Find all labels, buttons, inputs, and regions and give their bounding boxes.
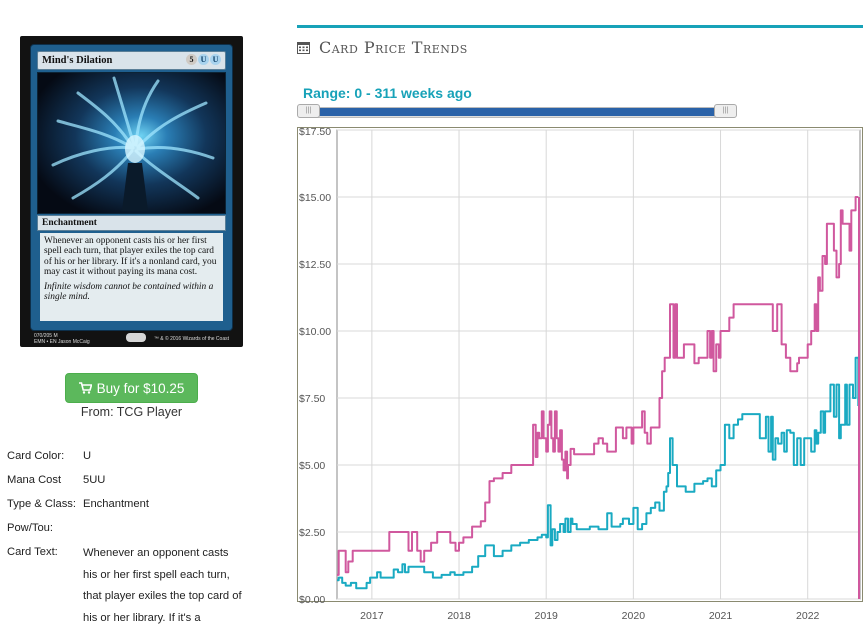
price-series-line-pink [337, 196, 859, 576]
holofoil-stamp [126, 333, 146, 342]
section-divider [297, 25, 863, 28]
y-tick-label: $10.00 [299, 326, 331, 338]
info-key: Pow/Tou: [7, 522, 54, 534]
y-tick-label: $2.50 [299, 527, 325, 539]
info-key: Card Text: [7, 546, 58, 558]
info-card-text-line: his or her first spell each turn, [83, 568, 230, 581]
card-artist: Jason McCaig [57, 339, 90, 345]
section-title-text: Card Price Trends [319, 38, 468, 57]
plot-area [336, 129, 861, 600]
card-art [37, 72, 226, 214]
y-tick-label: $17.50 [299, 127, 331, 138]
card-type-line: Enchantment [37, 215, 226, 231]
price-chart-svg: $0.00 $2.50 $5.00 $7.50 $10.00 $12.50 $15.00 $1… [297, 127, 863, 622]
card-textbox: Whenever an opponent casts his or her fi… [40, 233, 223, 321]
card-image: Mind's Dilation 5 U U [20, 36, 243, 347]
cart-icon [78, 375, 93, 405]
info-card-text-line: Whenever an opponent casts [83, 547, 229, 559]
info-value: U [83, 450, 92, 462]
x-tick-label: 2021 [709, 610, 733, 622]
info-value: Enchantment [83, 498, 149, 510]
card-frame: Mind's Dilation 5 U U [30, 44, 233, 331]
buy-button[interactable]: Buy for $10.25 [65, 373, 198, 403]
y-tick-label: $0.00 [299, 594, 325, 606]
card-collector-number: 070/205 M [34, 333, 58, 339]
card-mana-cost: 5 U U [186, 54, 221, 65]
info-key: Type & Class: [7, 498, 77, 510]
calendar-icon [297, 39, 310, 58]
info-card-text-line: his or her library. If it's a [83, 611, 201, 624]
card-rules-text: Whenever an opponent casts his or her fi… [44, 236, 217, 278]
info-key: Mana Cost [7, 474, 62, 486]
x-tick-label: 2022 [796, 610, 820, 622]
range-label: Range: 0 - 311 weeks ago [303, 85, 472, 101]
card-name-text: Mind's Dilation [42, 55, 113, 66]
x-tick-label: 2019 [535, 610, 559, 622]
card-flavor-text: Infinite wisdom cannot be contained with… [44, 281, 214, 303]
y-tick-label: $12.50 [299, 259, 331, 271]
y-tick-label: $5.00 [299, 460, 325, 472]
range-slider-handle-right[interactable]: ||| [714, 104, 737, 118]
range-slider[interactable]: ||| ||| [297, 104, 737, 119]
price-chart: $0.00 $2.50 $5.00 $7.50 $10.00 $12.50 $15.00 $1… [297, 127, 863, 631]
mana-symbol-blue: U [210, 54, 221, 65]
mana-symbol-generic: 5 [186, 54, 197, 65]
mana-symbol-blue: U [198, 54, 209, 65]
card-name: Mind's Dilation 5 U U [37, 51, 226, 70]
card-legal-text: ™ & © 2016 Wizards of the Coast [153, 336, 229, 342]
buy-button-label: Buy for $10.25 [96, 381, 185, 396]
price-series-line-teal [337, 356, 860, 590]
info-key: Card Color: [7, 450, 65, 462]
range-slider-handle-left[interactable]: ||| [297, 104, 320, 118]
x-tick-label: 2017 [360, 610, 384, 622]
card-set-line: EMN • EN [34, 339, 57, 345]
info-value: 5UU [83, 474, 106, 486]
y-tick-label: $7.50 [299, 393, 325, 405]
y-tick-label: $15.00 [299, 192, 331, 204]
section-title: Card Price Trends [297, 38, 468, 58]
x-tick-label: 2020 [622, 610, 646, 622]
range-slider-fill [307, 108, 727, 116]
info-card-text-line: that player exiles the top card of [83, 590, 242, 602]
price-source: From: TCG Player [80, 405, 183, 419]
card-footer: 070/205 M EMN • EN Jason McCaig ™ & © 20… [34, 333, 229, 345]
x-tick-label: 2018 [447, 610, 471, 622]
info-card-text: Whenever an opponent casts his or her fi… [83, 543, 263, 629]
card-art-illustration [51, 76, 215, 211]
